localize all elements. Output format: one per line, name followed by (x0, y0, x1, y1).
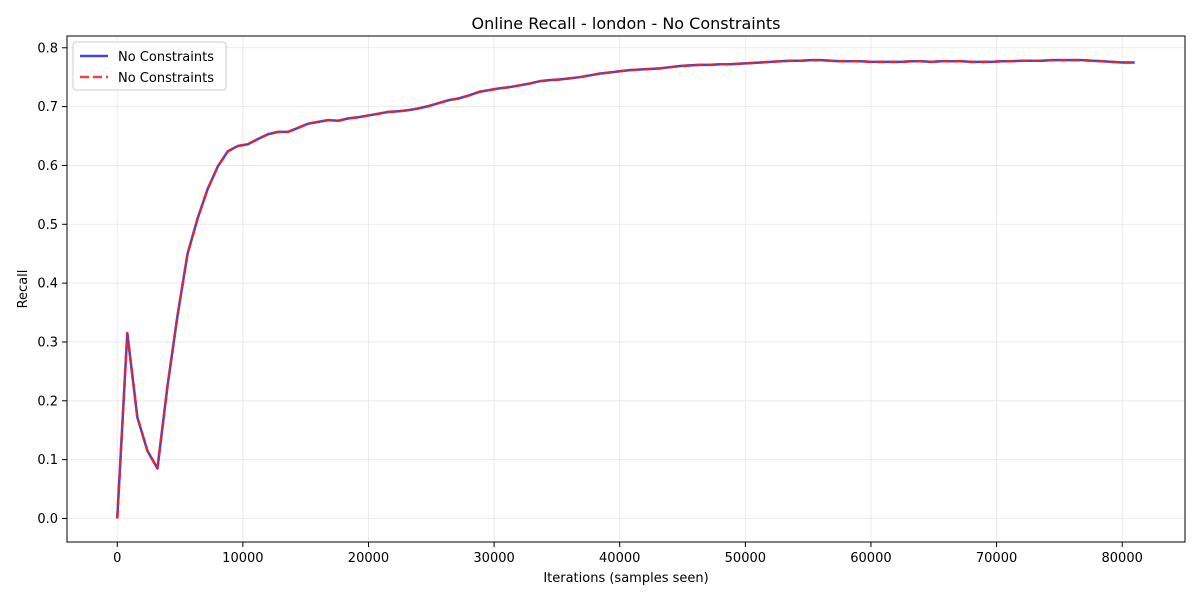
y-axis-label: Recall (16, 270, 31, 309)
y-tick-label: 0.8 (37, 41, 58, 56)
x-tick-label: 80000 (1102, 551, 1143, 566)
y-tick-label: 0.7 (37, 100, 58, 115)
x-tick-label: 70000 (976, 551, 1017, 566)
x-tick-label: 20000 (348, 551, 389, 566)
legend-label: No Constraints (118, 71, 214, 86)
x-axis-label: Iterations (samples seen) (543, 571, 708, 586)
y-tick-label: 0.6 (37, 159, 58, 174)
x-tick-label: 50000 (725, 551, 766, 566)
y-tick-label: 0.1 (37, 453, 58, 468)
y-tick-label: 0.2 (37, 394, 58, 409)
y-tick-label: 0.4 (37, 277, 58, 292)
series-lines (116, 58, 1135, 519)
x-tick-label: 60000 (850, 551, 891, 566)
series-line (116, 58, 1135, 519)
x-axis-ticks: 0 10000 20000 30000 40000 50000 60000 70000 8000… (113, 542, 1143, 566)
grid (67, 36, 1185, 542)
legend-box (72, 41, 227, 91)
legend: No Constraints No Constraints (72, 41, 227, 91)
y-tick-label: 0.5 (37, 218, 58, 233)
y-axis-ticks: 0.0 0.1 0.2 0.3 0.4 0.5 0.6 0.7 0.8 (37, 41, 67, 527)
x-tick-label: 40000 (599, 551, 640, 566)
x-tick-label: 0 (113, 551, 121, 566)
y-tick-label: 0.0 (37, 512, 58, 527)
legend-label: No Constraints (118, 50, 214, 65)
chart-title: Online Recall - london - No Constraints (472, 14, 781, 33)
series-line (116, 58, 1135, 519)
plot-frame (66, 35, 1186, 543)
y-tick-label: 0.3 (37, 335, 58, 350)
x-tick-label: 30000 (473, 551, 514, 566)
x-tick-label: 10000 (222, 551, 263, 566)
